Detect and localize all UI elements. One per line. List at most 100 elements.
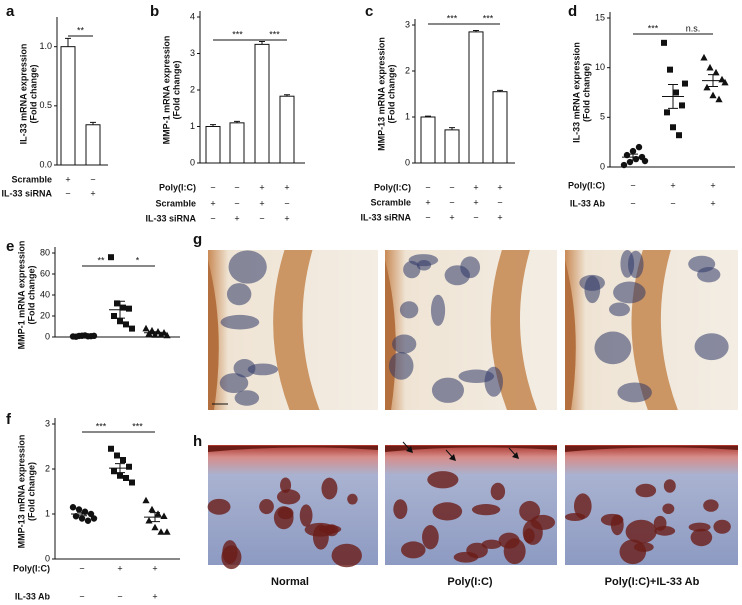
significance-label: * [136,255,140,265]
marrow [654,526,676,536]
marrow [280,477,292,493]
y-tick-label: 0.0 [39,159,52,169]
y-axis-label: (Fold change) [28,65,38,124]
error-bar [115,463,125,474]
marrow [627,250,644,279]
condition-sign: − [497,197,502,207]
point [157,331,165,338]
point [120,457,126,463]
y-tick-label: 80 [40,247,50,257]
significance-label: n.s. [686,23,701,33]
error-bar [497,89,503,92]
marrow [594,331,632,365]
marrow [400,541,426,559]
condition-label: Poly(I:C) [13,563,50,573]
point [90,515,98,522]
marrow [430,294,446,326]
y-axis-label: IL-33 mRNA expression [571,42,581,143]
marrow [600,513,624,526]
y-tick-label: 5 [600,112,605,122]
condition-label: IL-33 siRNA [360,212,411,222]
surface [385,446,557,452]
y-tick-label: 0 [45,553,50,563]
marrow [431,377,465,403]
point [709,91,717,99]
error-bar [65,37,71,47]
significance-label: *** [269,29,280,39]
point [120,304,126,311]
marrow [276,489,301,505]
error-bar [90,121,96,125]
marrow [694,333,729,361]
condition-sign: − [449,182,454,192]
condition-sign: + [152,563,157,573]
significance-label: ** [77,25,85,35]
point [673,89,679,96]
marrow [458,369,495,384]
y-axis-label: MMP-13 mRNA expression [16,435,26,549]
error-bar [668,84,678,109]
panel-letter: a [6,3,15,20]
point [69,504,77,511]
condition-sign: + [710,180,715,190]
condition-sign: + [234,213,239,223]
point [90,332,98,340]
marrow [299,504,313,527]
significance-label: *** [132,421,143,431]
point [72,513,80,520]
y-axis-label: (Fold change) [26,462,36,521]
point [620,161,628,169]
point [129,479,135,486]
surface [565,446,738,452]
arrowhead [406,446,413,453]
condition-sign: + [473,182,478,192]
point [721,78,729,86]
point [142,496,150,504]
significance-label: *** [232,29,243,39]
point [703,83,711,91]
marrow [347,493,358,505]
condition-sign: + [259,182,264,192]
y-axis-label: (Fold change) [581,63,591,122]
condition-sign: − [449,197,454,207]
marrow [444,265,470,286]
point [108,254,114,261]
marrow [321,477,338,500]
panel-letter: g [193,231,202,248]
marrow [233,358,256,378]
caption: Poly(I:C) [447,576,493,588]
condition-sign: + [284,182,289,192]
panel-letter: h [193,433,202,450]
error-bar [259,40,265,45]
y-tick-label: 0 [405,157,410,167]
condition-label: IL-33 siRNA [1,188,52,198]
y-axis-label: (Fold change) [26,266,36,325]
marrow [207,498,231,515]
condition-sign: + [425,197,430,207]
condition-sign: − [210,182,215,192]
y-axis-label: MMP-1 mRNA expression [16,241,26,350]
arrowhead [512,452,519,459]
marrow [573,493,592,519]
marrow [523,528,535,544]
marrow [226,283,252,306]
condition-label: IL-33 siRNA [145,213,196,223]
marrow [688,522,711,532]
point [151,523,159,531]
point [715,95,723,103]
condition-sign: + [90,188,95,198]
condition-sign: − [65,188,70,198]
marrow [259,499,274,515]
marrow [312,524,329,550]
marrow [471,504,501,516]
y-tick-label: 10 [595,62,605,72]
y-axis-label: MMP-13 mRNA expression [376,37,386,151]
point [160,512,168,520]
marrow [519,500,541,522]
marrow [234,390,260,406]
point [679,102,685,109]
bar [85,124,101,166]
point [126,305,132,312]
marrow [220,314,260,330]
